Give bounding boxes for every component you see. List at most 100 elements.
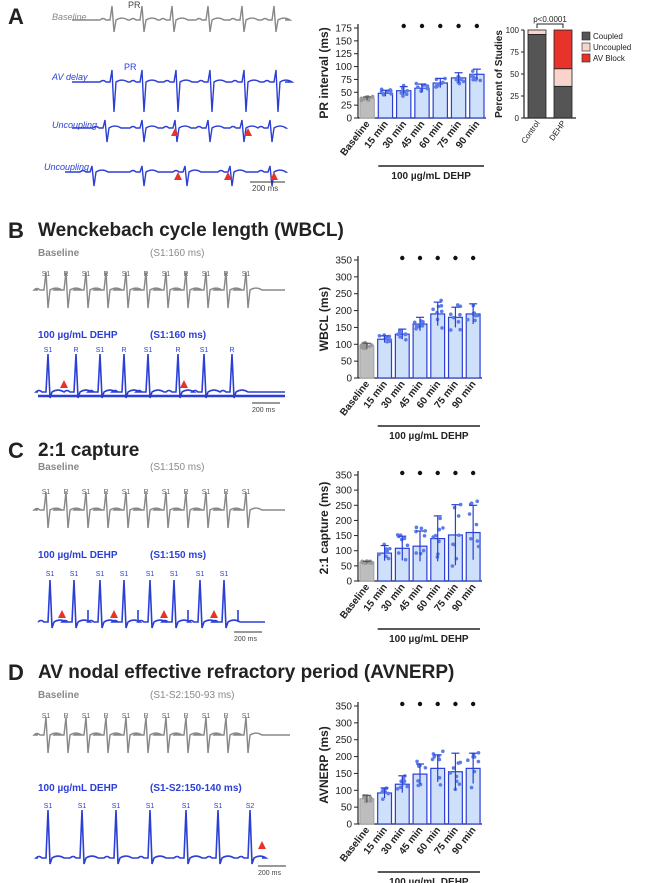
beat-label-d-dehp-3: S1 <box>146 803 155 810</box>
ecg-a-uncoupling-1 <box>72 119 289 143</box>
wbcl-point-5-0 <box>456 320 461 324</box>
pr-point-5-6 <box>457 75 461 80</box>
avnerp-point-4-7 <box>430 757 435 762</box>
beat-label-c-dehp-0: S1 <box>46 571 55 578</box>
panel-title-c: 2:1 capture <box>38 440 140 461</box>
wbcl-ytick-label-7: 350 <box>335 256 352 267</box>
block-arrow-a2 <box>244 128 252 136</box>
avnerp-point-1-5 <box>381 797 385 801</box>
capture-point-3-1 <box>421 548 426 553</box>
pr-marker-av-delay: PR <box>124 62 137 72</box>
stack-ylabel: Percent of Studies <box>494 30 505 118</box>
stack-xtick-label-0: Control <box>519 119 541 145</box>
beat-label-d-base-7: R <box>183 713 188 720</box>
beat-label-b-base-1: R <box>63 271 68 278</box>
panel-title-b: Wenckebach cycle length (WBCL) <box>38 220 344 241</box>
trace-label-baseline-c: Baseline <box>38 462 80 473</box>
stack-ytick-label-3: 75 <box>510 48 519 57</box>
ecg-a-baseline <box>72 5 293 33</box>
wbcl-point-5-5 <box>458 304 463 309</box>
avnerp-sig-5 <box>453 701 458 707</box>
beat-label-b-base-5: R <box>143 271 148 278</box>
trace-label-baseline-d: Baseline <box>38 690 80 701</box>
pr-ytick-label-7: 175 <box>335 24 352 35</box>
beat-label-b-dehp-5: R <box>175 347 180 354</box>
ecg-b-baseline <box>32 271 285 309</box>
wbcl-point-1-4 <box>385 339 389 344</box>
capture-point-1-4 <box>388 546 392 551</box>
capture-ytick-label-5: 250 <box>335 501 352 512</box>
block-arrow-a4 <box>224 172 232 180</box>
capture-point-6-1 <box>475 499 480 504</box>
avnerp-point-3-1 <box>415 759 419 764</box>
avnerp-point-6-4 <box>466 758 470 763</box>
stack-legend-swatch-2 <box>581 53 591 63</box>
pr-point-1-5 <box>385 90 390 94</box>
beat-label-b-base-9: R <box>223 271 228 278</box>
stack-legend-swatch-1 <box>581 42 591 52</box>
beat-label-b-dehp-7: R <box>229 347 234 354</box>
pr-point-2-1 <box>401 94 405 98</box>
avnerp-point-4-0 <box>437 776 442 780</box>
stack-ytick-label-0: 0 <box>515 114 520 123</box>
wbcl-ytick-label-0: 0 <box>346 374 352 385</box>
beat-label-b-base-0: S1 <box>42 271 51 278</box>
wbcl-sig-3 <box>417 255 423 261</box>
capture-point-5-1 <box>456 514 461 518</box>
pr-ytick-label-2: 50 <box>341 88 353 99</box>
wbcl-point-1-3 <box>388 339 392 344</box>
beat-label-b-dehp-6: S1 <box>200 347 209 354</box>
wbcl-sig-5 <box>453 255 458 261</box>
ecg-a-av-delay <box>72 69 295 113</box>
pr-point-5-2 <box>461 79 466 84</box>
avnerp-sig-2 <box>400 701 405 707</box>
ecg-a-uncoupling-2 <box>65 165 289 187</box>
stack-ytick-label-1: 25 <box>510 92 519 101</box>
wbcl-point-1-0 <box>377 334 382 338</box>
trace-label-av-delay: AV delay <box>52 72 88 82</box>
wbcl-point-3-2 <box>412 320 417 325</box>
wbcl-sig-6 <box>470 255 476 261</box>
capture-point-2-3 <box>402 536 407 541</box>
wbcl-ytick-label-2: 100 <box>335 340 352 351</box>
capture-ytick-label-4: 200 <box>335 516 352 527</box>
block-arrow-c3 <box>160 610 168 618</box>
beat-label-c-base-1: R <box>63 489 68 496</box>
wbcl-point-2-2 <box>398 335 402 339</box>
capture-point-3-2 <box>422 533 427 538</box>
avnerp-ytick-label-2: 100 <box>335 786 352 797</box>
pr-point-2-0 <box>405 88 410 93</box>
avnerp-point-2-5 <box>402 779 407 783</box>
wbcl-point-2-3 <box>397 329 402 333</box>
protocol-baseline-c: (S1:150 ms) <box>150 462 205 473</box>
wbcl-bar-0 <box>359 345 375 379</box>
protocol-dehp-c: (S1:150 ms) <box>150 550 207 561</box>
stack-seg-1-2 <box>553 29 573 70</box>
protocol-dehp-d: (S1-S2:150-140 ms) <box>150 783 242 794</box>
capture-point-1-6 <box>377 552 381 556</box>
avnerp-group-label: 100 µg/mL DEHP <box>389 877 469 883</box>
stack-seg-1-1 <box>553 68 573 87</box>
ecg-c-dehp <box>37 579 265 629</box>
ecg-c-baseline <box>32 491 285 529</box>
beat-label-b-base-3: R <box>103 271 108 278</box>
capture-point-1-7 <box>385 548 389 553</box>
block-arrow-b2 <box>180 380 188 388</box>
beat-label-b-base-2: S1 <box>82 271 91 278</box>
capture-point-0-9 <box>369 561 374 565</box>
pr-point-0-9 <box>359 96 364 101</box>
beat-label-b-dehp-0: S1 <box>44 347 53 354</box>
pr-point-3-1 <box>416 85 420 89</box>
beat-label-c-base-7: R <box>183 489 188 496</box>
stack-xtick-label-1: DEHP <box>548 119 568 142</box>
beat-label-d-base-10: S1 <box>242 713 251 720</box>
trace-label-uncoupling-2: Uncoupling <box>44 162 90 172</box>
wbcl-point-6-1 <box>465 317 470 322</box>
beat-label-d-base-9: R <box>223 713 228 720</box>
wbcl-group-label: 100 µg/mL DEHP <box>389 431 469 442</box>
capture-point-1-2 <box>386 556 391 561</box>
pr-point-6-1 <box>478 78 483 83</box>
